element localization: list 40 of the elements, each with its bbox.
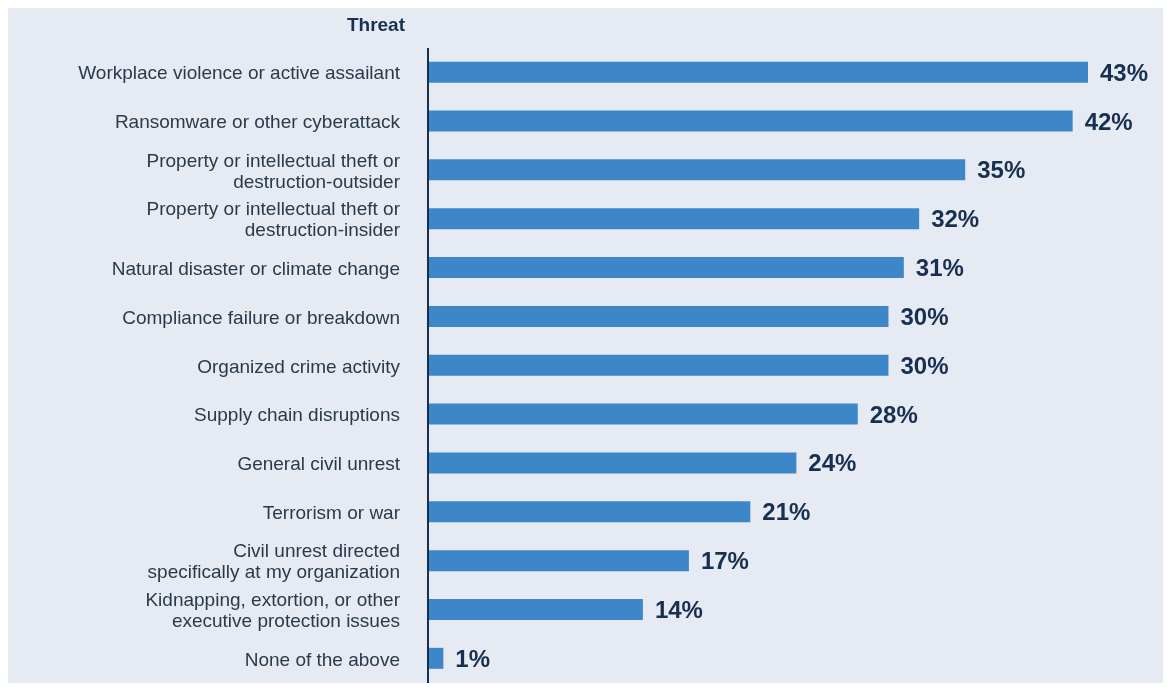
- y-tick-label: Workplace violence or active assailant: [78, 61, 401, 83]
- y-tick-label: Property or intellectual theft or destruction-insider: [146, 197, 401, 240]
- bar: [428, 403, 858, 425]
- y-tick-label: General civil unrest: [237, 452, 401, 474]
- y-tick-label: None of the above: [244, 648, 400, 670]
- data-label: 24%: [808, 449, 857, 477]
- data-label: 42%: [1084, 107, 1133, 135]
- data-label: 1%: [455, 644, 491, 672]
- bar: [428, 647, 444, 669]
- y-tick-label: Property or intellectual theft or destruction-outsider: [146, 149, 401, 192]
- bar: [428, 208, 920, 230]
- data-label: 21%: [762, 498, 811, 526]
- y-tick-label: Supply chain disruptions: [194, 403, 400, 425]
- data-label: 28%: [869, 400, 918, 428]
- data-label: 31%: [915, 254, 964, 282]
- y-axis-title: Threat: [345, 14, 405, 36]
- data-label: 32%: [931, 205, 980, 233]
- bar: [428, 501, 751, 523]
- bar: [428, 159, 966, 181]
- y-tick-label: Natural disaster or climate change: [111, 257, 400, 279]
- y-tick-label: Kidnapping, extortion, or other executive protection issues: [145, 588, 401, 631]
- data-label: 14%: [654, 595, 703, 623]
- data-label: 43%: [1100, 58, 1149, 86]
- bar: [428, 354, 889, 376]
- bar: [428, 452, 797, 474]
- data-label: 35%: [977, 156, 1026, 184]
- bar: [428, 110, 1073, 132]
- data-label: 17%: [700, 547, 749, 575]
- y-tick-label: Compliance failure or breakdown: [122, 306, 400, 328]
- bar: [428, 257, 904, 279]
- data-label: 30%: [900, 302, 949, 330]
- bar: [428, 550, 689, 572]
- bar: [428, 305, 889, 327]
- y-tick-label: Terrorism or war: [262, 501, 401, 523]
- data-label: 30%: [900, 351, 949, 379]
- bar: [428, 61, 1088, 83]
- y-tick-label: Ransomware or other cyberattack: [114, 110, 401, 132]
- y-tick-label: Civil unrest directed specifically at my organization: [147, 539, 400, 582]
- bar: [428, 598, 643, 620]
- y-tick-label: Organized crime activity: [197, 355, 401, 376]
